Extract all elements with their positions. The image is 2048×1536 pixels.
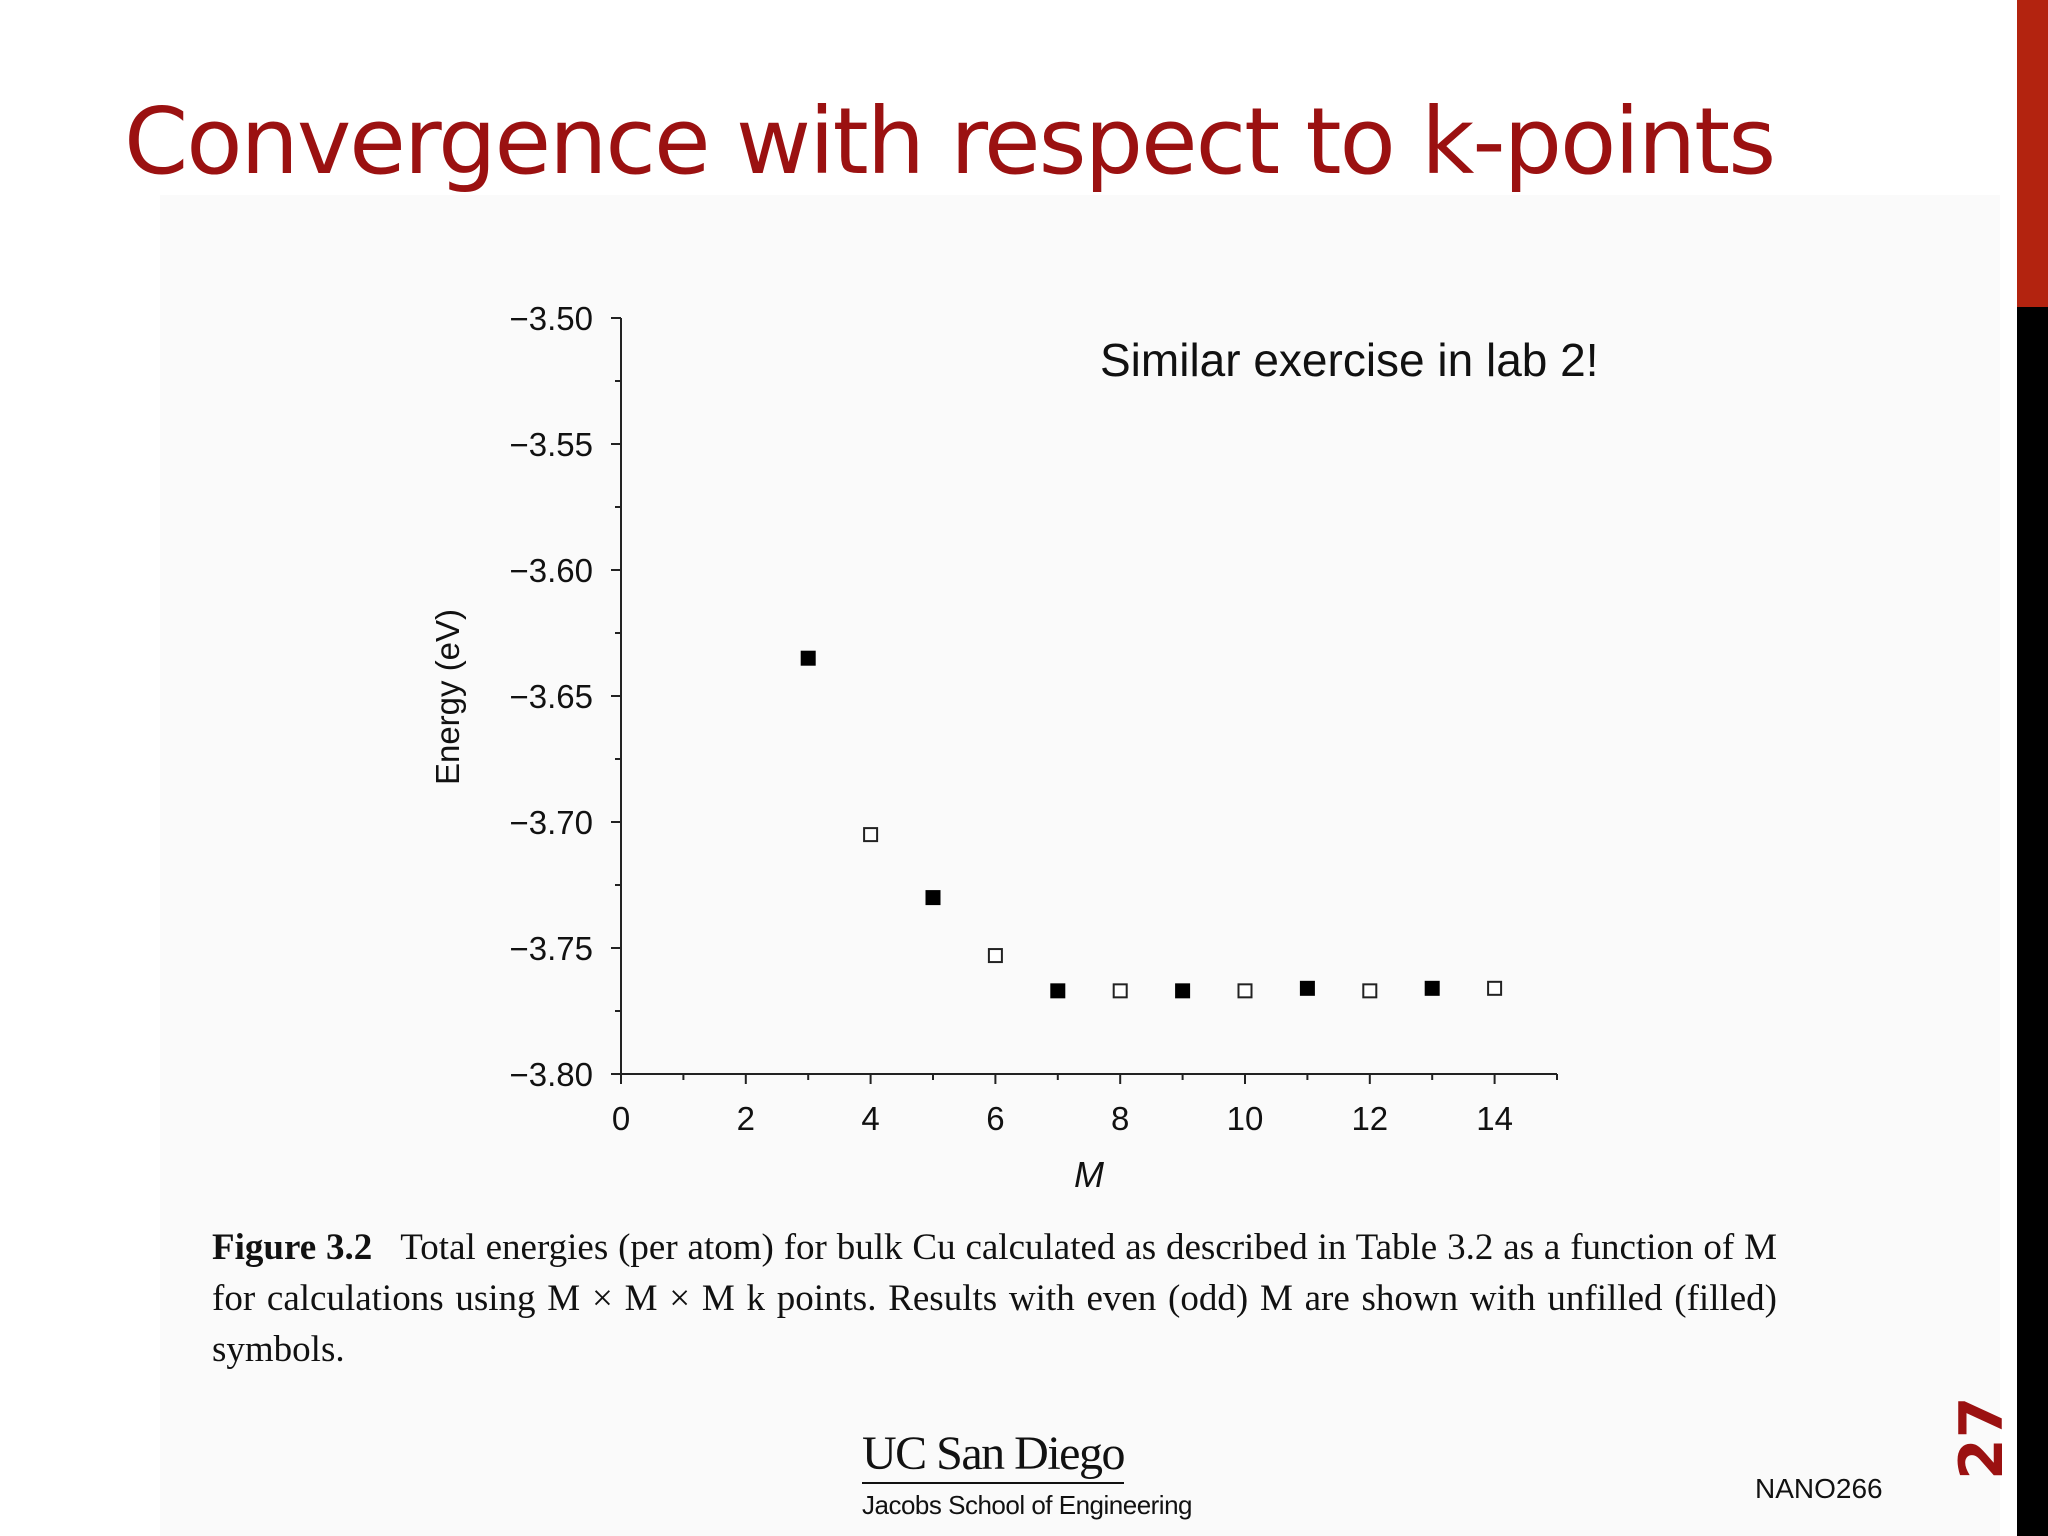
y-tick-label: −3.80: [510, 1056, 594, 1093]
open-point: [1487, 980, 1503, 996]
filled-point: [1175, 983, 1191, 999]
x-axis-ticks: 0 2 4 6 8 10 12 14: [612, 1074, 1558, 1137]
figure-panel: [160, 195, 2000, 1536]
caption-text: Total energies (per atom) for bulk Cu ca…: [212, 1227, 1777, 1370]
sidebar-accent-red: [2017, 0, 2048, 307]
sidebar-accent-black: [2017, 307, 2048, 1536]
x-tick-label: 14: [1476, 1100, 1513, 1137]
x-tick-label: 12: [1351, 1100, 1388, 1137]
y-tick-label: −3.60: [510, 552, 594, 589]
filled-point: [1424, 980, 1440, 996]
y-axis-label: Energy (eV): [429, 609, 466, 785]
x-tick-label: 2: [737, 1100, 755, 1137]
x-tick-label: 0: [612, 1100, 630, 1137]
course-code: NANO266: [1755, 1473, 1883, 1504]
x-axis-label: M: [1074, 1154, 1104, 1195]
filled-point: [925, 890, 941, 906]
caption-label: Figure 3.2: [212, 1227, 373, 1268]
open-point: [1362, 983, 1378, 999]
y-tick-label: −3.55: [510, 426, 594, 463]
ucsd-logo: UC San Diego Jacobs School of Engineerin…: [862, 1430, 1193, 1521]
y-axis-ticks: −3.50 −3.55 −3.60 −3.65 −3.70 −3.75 −3.80: [510, 300, 621, 1093]
slide-number: 27: [1947, 1396, 2017, 1481]
open-point: [1237, 983, 1253, 999]
logo-sub-text: Jacobs School of Engineering: [862, 1490, 1193, 1520]
x-tick-label: 10: [1227, 1100, 1264, 1137]
filled-point: [1299, 980, 1315, 996]
y-tick-label: −3.70: [510, 804, 594, 841]
filled-point: [1050, 983, 1066, 999]
chart-axes: [620, 318, 1557, 1075]
y-tick-label: −3.75: [510, 930, 594, 967]
filled-point: [800, 650, 816, 666]
x-tick-label: 4: [861, 1100, 879, 1137]
logo-main-text: UC San Diego: [862, 1430, 1125, 1484]
x-tick-label: 6: [986, 1100, 1004, 1137]
data-points: [800, 650, 1503, 999]
open-point: [987, 948, 1003, 964]
annotation-text: Similar exercise in lab 2!: [1100, 334, 1599, 386]
y-tick-label: −3.65: [510, 678, 594, 715]
open-point: [1112, 983, 1128, 999]
open-point: [863, 827, 879, 843]
figure-caption: Figure 3.2 Total energies (per atom) for …: [212, 1222, 1777, 1375]
slide-title: Convergence with respect to k-points: [124, 88, 1776, 195]
x-tick-label: 8: [1111, 1100, 1129, 1137]
y-tick-label: −3.50: [510, 300, 594, 337]
